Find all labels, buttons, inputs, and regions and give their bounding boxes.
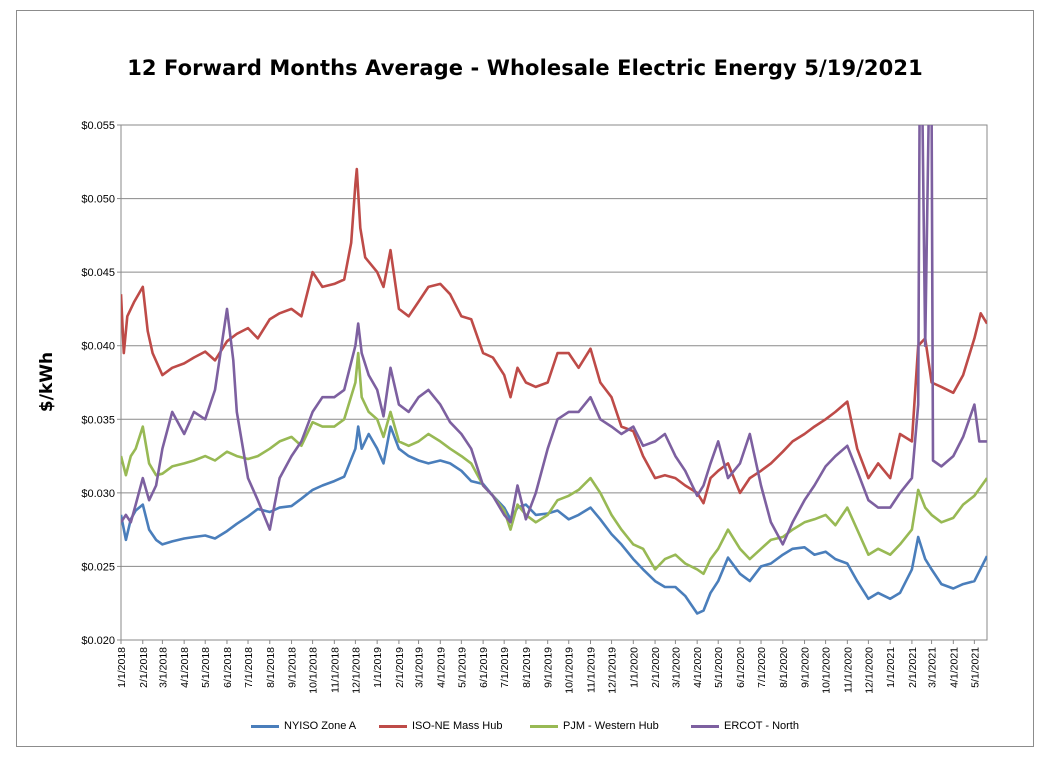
x-tick-label: 1/1/2019	[372, 647, 384, 688]
legend-item-nyiso-zone-a: NYISO Zone A	[251, 720, 356, 732]
x-tick-label: 11/1/2020	[842, 647, 854, 693]
legend-label: ERCOT - North	[724, 720, 799, 732]
x-tick-label: 12/1/2019	[607, 647, 619, 694]
legend-item-pjm-western-hub: PJM - Western Hub	[530, 720, 659, 732]
legend-label: PJM - Western Hub	[563, 720, 659, 732]
legend-swatch	[691, 724, 719, 728]
x-tick-label: 3/1/2021	[927, 647, 939, 688]
x-tick-label: 11/1/2019	[585, 647, 597, 693]
x-tick-label: 12/1/2018	[350, 647, 362, 694]
x-tick-label: 9/1/2018	[287, 647, 299, 688]
x-tick-label: 3/1/2020	[670, 647, 682, 688]
y-tick-label: $0.020	[81, 635, 115, 647]
series-line-iso-ne-mass-hub	[121, 167, 987, 505]
x-tick-label: 1/1/2021	[885, 647, 897, 688]
legend-label: NYISO Zone A	[284, 720, 357, 732]
y-tick-label: $0.055	[81, 120, 115, 132]
x-tick-label: 10/1/2018	[308, 647, 320, 694]
y-tick-label: $0.035	[81, 414, 115, 426]
gridlines	[120, 124, 988, 641]
x-tick-label: 4/1/2019	[435, 647, 447, 688]
x-tick-label: 3/1/2018	[157, 647, 169, 688]
x-tick-label: 8/1/2020	[778, 647, 790, 688]
series-line-ercot-north	[121, 125, 987, 546]
x-tick-label: 2/1/2018	[138, 647, 150, 688]
x-tick-label: 2/1/2020	[650, 647, 662, 688]
x-tick-label: 6/1/2018	[222, 647, 234, 688]
chart-title: 12 Forward Months Average - Wholesale El…	[127, 56, 923, 80]
chart-legend: NYISO Zone A ISO-NE Mass Hub PJM - Western…	[16, 720, 1034, 736]
x-tick-label: 12/1/2020	[863, 647, 875, 694]
x-tick-label: 6/1/2020	[735, 647, 747, 688]
legend-swatch	[379, 724, 407, 728]
y-tick-label: $0.025	[81, 561, 115, 573]
x-tick-label: 5/1/2021	[969, 647, 981, 688]
series-line-nyiso-zone-a	[121, 425, 987, 615]
x-tick-label: 7/1/2019	[499, 647, 511, 688]
x-tick-label: 11/1/2018	[329, 647, 341, 693]
x-tick-label: 2/1/2019	[394, 647, 406, 688]
x-tick-label: 9/1/2020	[800, 647, 812, 688]
series-line-pjm-western-hub	[121, 351, 987, 576]
x-tick-label: 3/1/2019	[414, 647, 426, 688]
x-tick-label: 5/1/2018	[200, 647, 212, 688]
x-tick-label: 8/1/2019	[521, 647, 533, 688]
x-tick-label: 8/1/2018	[265, 647, 277, 688]
x-tick-label: 7/1/2018	[243, 647, 255, 688]
x-tick-label: 1/1/2018	[116, 647, 128, 688]
x-tick-label: 4/1/2020	[692, 647, 704, 688]
y-axis-ticks: $0.020 $0.025 $0.030 $0.035 $0.040 $0.045 $0.0…	[81, 120, 121, 647]
y-tick-label: $0.040	[81, 341, 115, 353]
y-tick-label: $0.030	[81, 488, 115, 500]
legend-item-iso-ne-mass-hub: ISO-NE Mass Hub	[379, 720, 502, 732]
x-axis-ticks: 1/1/2018 2/1/2018 3/1/2018 4/1/2018 5/1/2018…	[116, 640, 981, 694]
x-tick-label: 4/1/2021	[948, 647, 960, 688]
x-tick-label: 5/1/2020	[713, 647, 725, 688]
legend-label: ISO-NE Mass Hub	[412, 720, 503, 732]
x-tick-label: 9/1/2019	[543, 647, 555, 688]
plot-border	[120, 124, 988, 641]
x-tick-label: 2/1/2021	[907, 647, 919, 688]
x-tick-label: 6/1/2019	[478, 647, 490, 688]
legend-item-ercot-north: ERCOT - North	[691, 720, 799, 732]
x-tick-label: 4/1/2018	[179, 647, 191, 688]
legend-swatch	[530, 724, 558, 728]
x-tick-label: 10/1/2019	[564, 647, 576, 694]
legend-swatch	[251, 724, 279, 728]
y-tick-label: $0.050	[81, 194, 115, 206]
y-tick-label: $0.045	[81, 267, 115, 279]
x-tick-label: 7/1/2020	[756, 647, 768, 688]
y-axis-label: $/kWh	[37, 352, 57, 412]
series-lines	[121, 125, 987, 615]
x-tick-label: 10/1/2020	[821, 647, 833, 694]
plot-area	[121, 125, 987, 615]
x-tick-label: 5/1/2019	[456, 647, 468, 688]
x-tick-label: 1/1/2020	[628, 647, 640, 688]
